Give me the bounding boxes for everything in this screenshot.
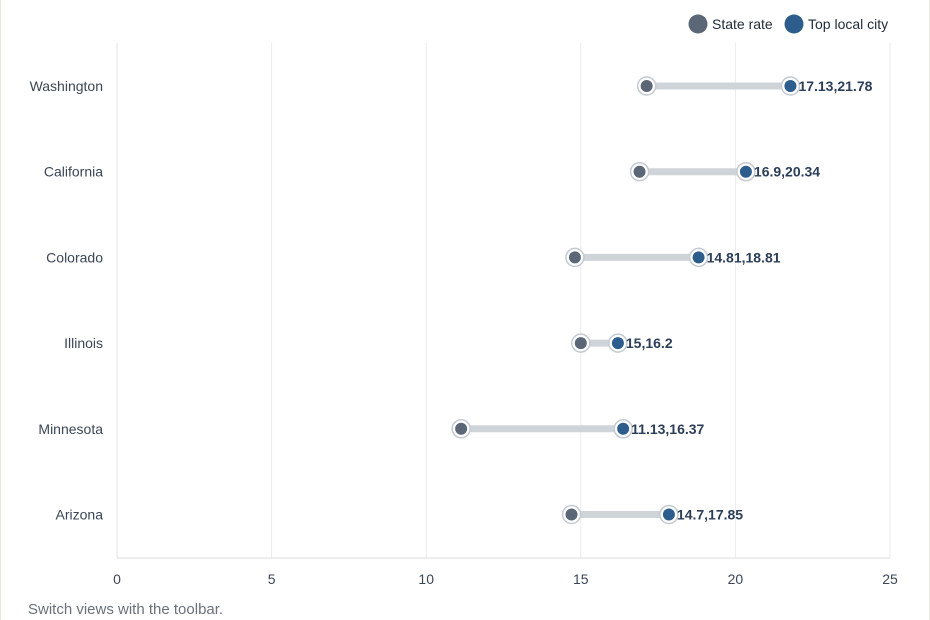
point-top-local-city-arizona[interactable] <box>662 508 675 521</box>
data-label-illinois: 15,16.2 <box>626 335 673 351</box>
category-label-illinois: Illinois <box>64 335 103 351</box>
data-label-minnesota: 11.13,16.37 <box>631 421 704 437</box>
x-tick-label-20: 20 <box>728 571 744 587</box>
legend-marker-state-rate[interactable] <box>688 14 708 34</box>
category-label-california: California <box>44 164 103 180</box>
x-tick-label-0: 0 <box>113 571 121 587</box>
point-top-local-city-california[interactable] <box>739 165 752 178</box>
point-state-rate-colorado[interactable] <box>568 251 581 264</box>
point-top-local-city-washington[interactable] <box>784 80 797 92</box>
data-label-washington: 17.13,21.78 <box>798 78 872 94</box>
point-state-rate-california[interactable] <box>633 165 646 178</box>
legend-label-top-local-city[interactable]: Top local city <box>808 16 888 32</box>
data-label-colorado: 14.81,18.81 <box>707 249 781 265</box>
category-label-washington: Washington <box>30 78 103 94</box>
point-state-rate-illinois[interactable] <box>574 337 587 350</box>
legend-label-state-rate[interactable]: State rate <box>712 16 773 32</box>
x-tick-label-15: 15 <box>573 571 589 587</box>
category-label-arizona: Arizona <box>56 507 104 523</box>
point-state-rate-minnesota[interactable] <box>455 422 468 435</box>
x-tick-label-10: 10 <box>418 571 434 587</box>
legend-marker-top-local-city[interactable] <box>784 14 804 34</box>
point-top-local-city-minnesota[interactable] <box>617 422 630 435</box>
point-state-rate-arizona[interactable] <box>565 508 578 521</box>
x-tick-label-5: 5 <box>268 571 276 587</box>
toolbar-hint: Switch views with the toolbar. <box>28 601 224 618</box>
data-label-california: 16.9,20.34 <box>754 164 820 180</box>
point-state-rate-washington[interactable] <box>640 80 653 92</box>
x-tick-label-25: 25 <box>882 571 898 587</box>
data-label-arizona: 14.7,17.85 <box>677 507 743 523</box>
point-top-local-city-colorado[interactable] <box>692 251 705 264</box>
point-top-local-city-illinois[interactable] <box>611 337 624 350</box>
category-label-colorado: Colorado <box>46 249 103 265</box>
category-label-minnesota: Minnesota <box>38 421 103 437</box>
